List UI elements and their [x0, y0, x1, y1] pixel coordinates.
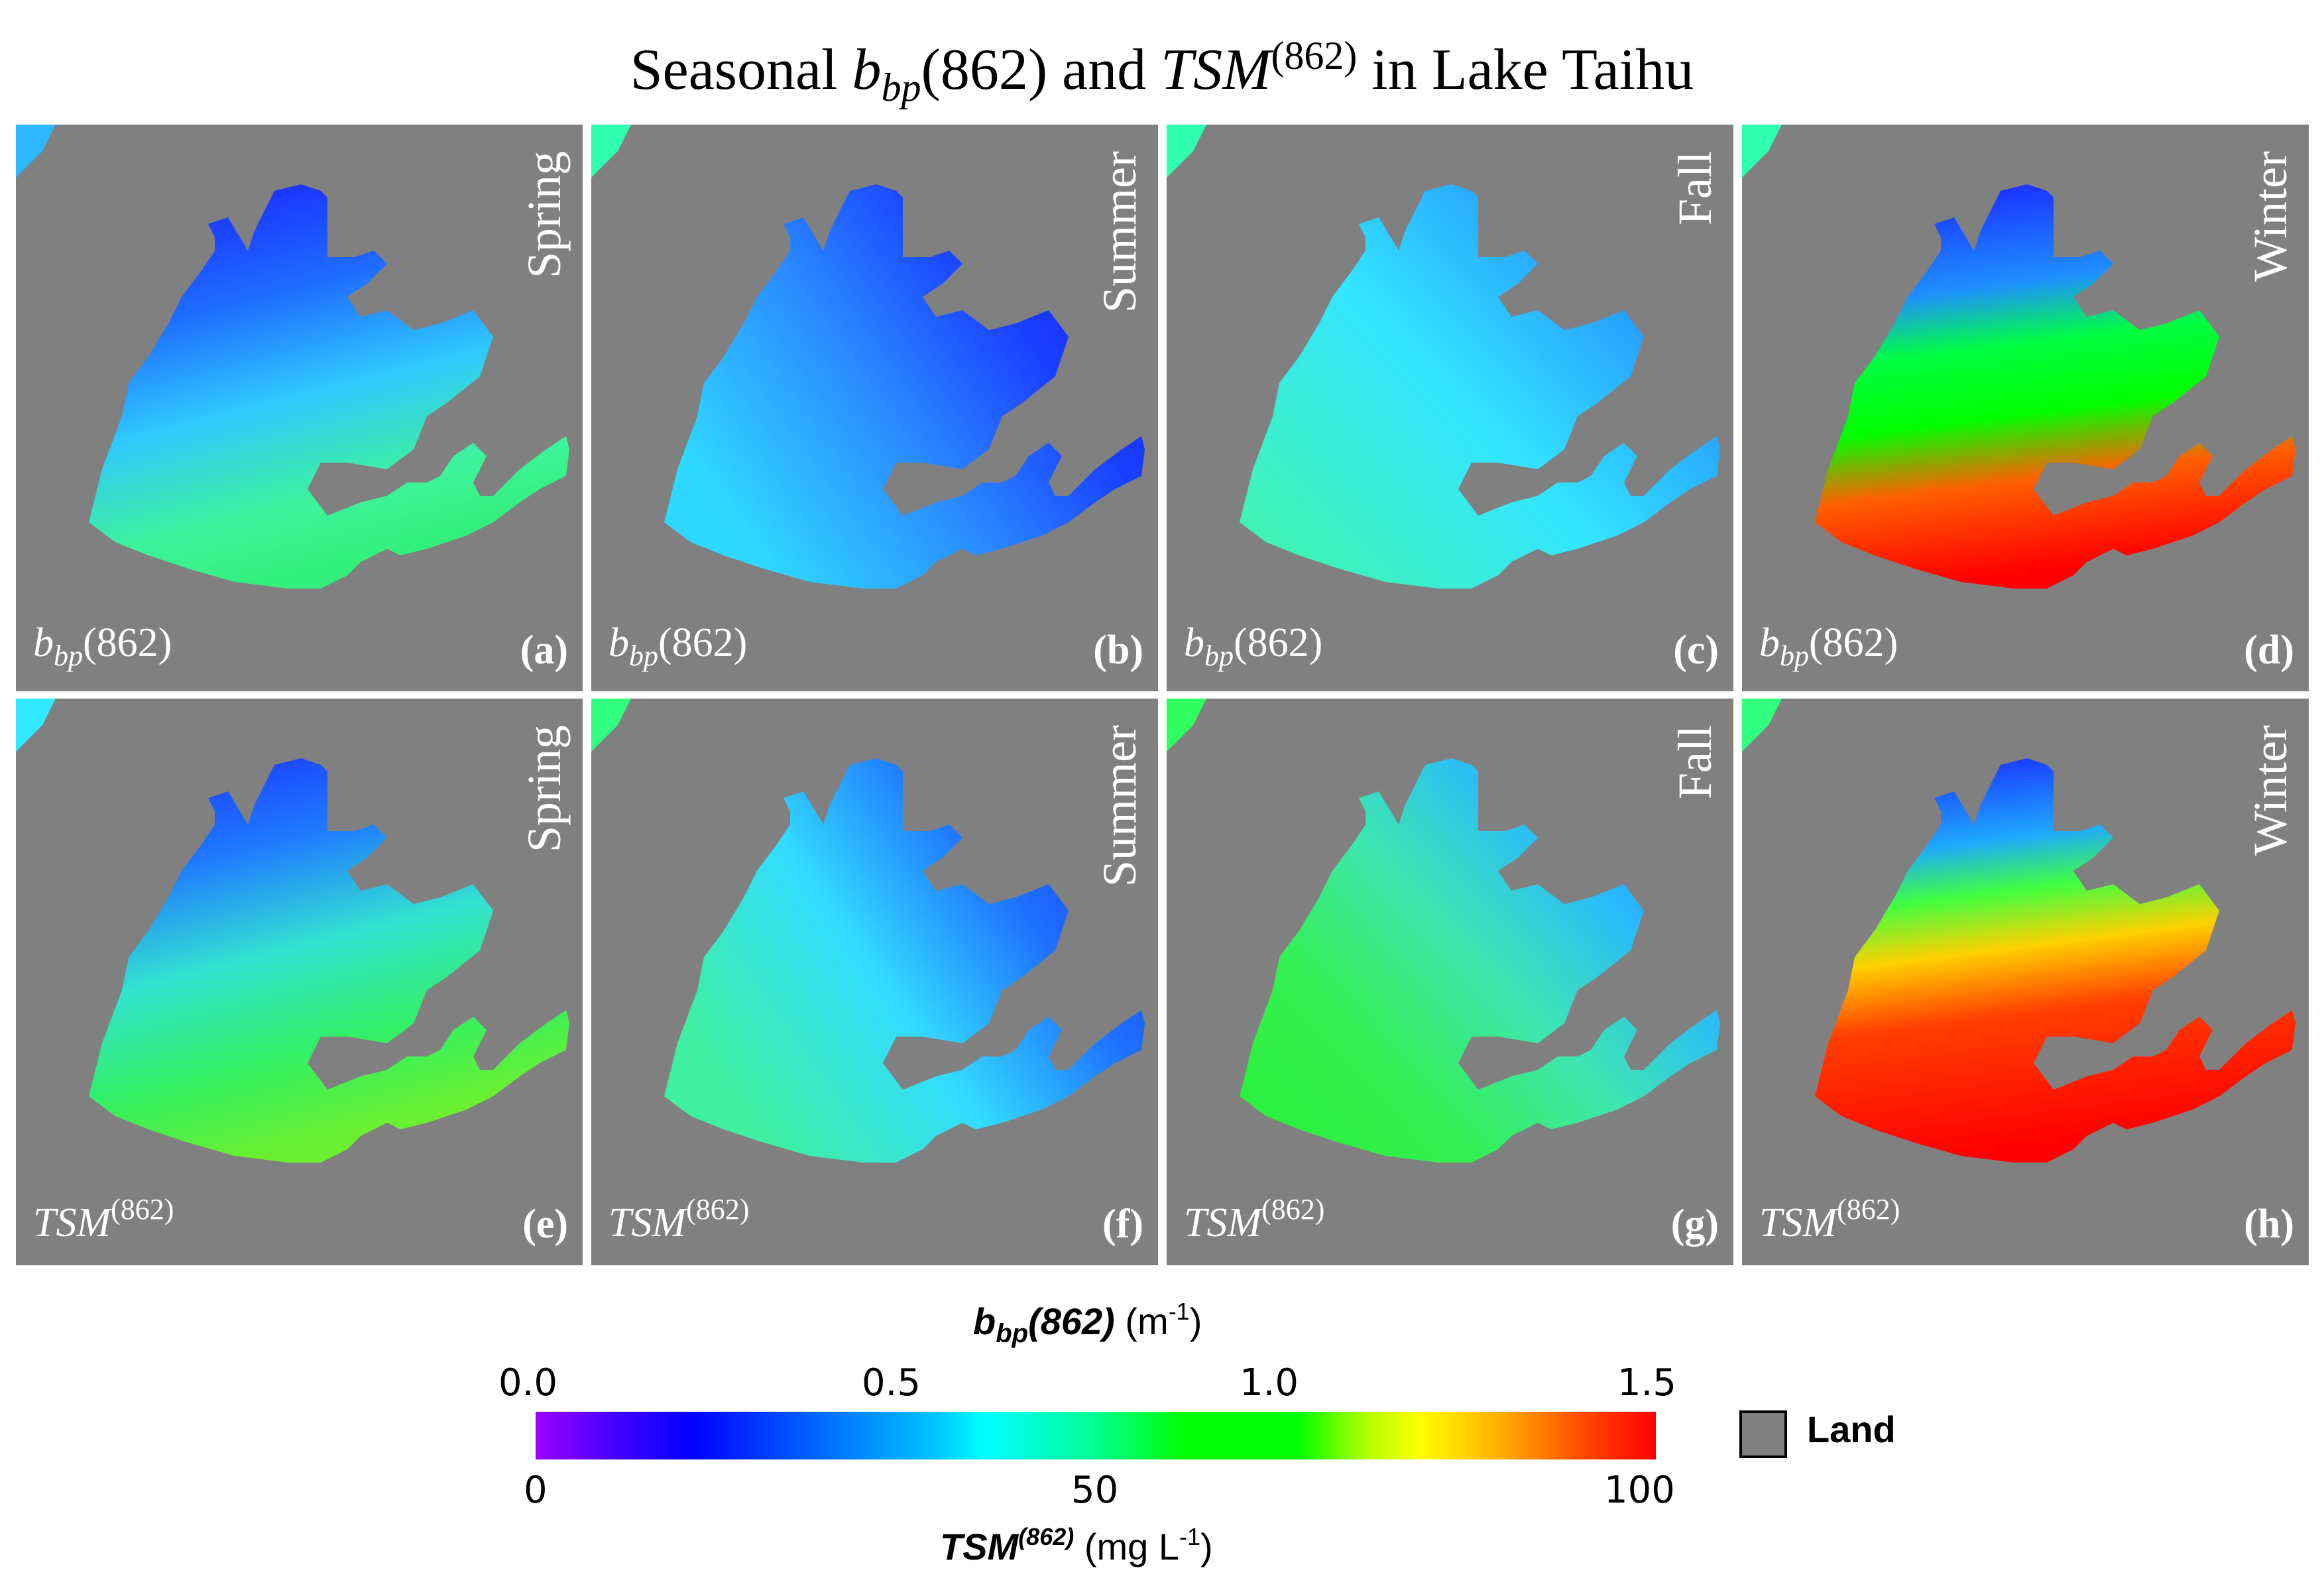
map-panel-c: Fall bbp(862) (c) — [1167, 125, 1733, 691]
map-panel-f: Summer TSM(862) (f) — [591, 699, 1158, 1265]
map-panel-h: Winter TSM(862) (h) — [1742, 699, 2309, 1265]
land-legend-label: Land — [1807, 1408, 1896, 1450]
lake-surface — [89, 758, 569, 1163]
season-label: Fall — [1668, 725, 1721, 800]
corner-water — [1742, 125, 1782, 178]
panel-letter: (h) — [2244, 1202, 2294, 1247]
colorbar-top-tick: 0.0 — [498, 1361, 558, 1404]
panel-letter: (b) — [1093, 628, 1143, 673]
lake-surface — [1240, 184, 1720, 589]
variable-label: bbp(862) — [33, 620, 172, 672]
corner-water — [591, 125, 631, 178]
lake-map — [16, 125, 569, 589]
colorbar-top-tick: 1.0 — [1240, 1361, 1299, 1404]
lake-map — [591, 125, 1145, 589]
colorbar-top-tick: 0.5 — [862, 1361, 921, 1404]
colorbar — [536, 1412, 1656, 1459]
map-panel-d: Winter bbp(862) (d) — [1742, 125, 2309, 691]
season-label: Summer — [1093, 151, 1146, 313]
map-panel-b: Summer bbp(862) (b) — [591, 125, 1158, 691]
lake-map — [1742, 125, 2295, 589]
corner-water — [16, 125, 56, 178]
variable-label: bbp(862) — [609, 620, 748, 672]
corner-water — [591, 699, 631, 752]
lake-map — [16, 699, 569, 1163]
corner-water — [1167, 699, 1206, 752]
lake-surface — [664, 184, 1145, 589]
season-label: Spring — [518, 725, 571, 853]
lake-surface — [89, 184, 569, 589]
variable-label: TSM(862) — [33, 1193, 174, 1245]
panel-letter: (a) — [520, 628, 568, 673]
map-panel-a: Spring bbp(862) (a) — [16, 125, 583, 691]
colorbar-top-tick: 1.5 — [1617, 1361, 1677, 1404]
colorbar-top-title: bbp(862) (m-1) — [973, 1298, 1202, 1348]
season-label: Winter — [2244, 725, 2297, 856]
season-label: Winter — [2244, 151, 2297, 282]
lake-surface — [1815, 758, 2295, 1163]
lake-map — [1167, 125, 1720, 589]
corner-water — [1167, 125, 1206, 178]
season-label: Fall — [1668, 151, 1721, 226]
variable-label: bbp(862) — [1184, 620, 1323, 672]
variable-label: bbp(862) — [1759, 620, 1898, 672]
season-label: Spring — [518, 151, 571, 279]
colorbar-bottom-tick: 100 — [1604, 1469, 1675, 1512]
map-panel-e: Spring TSM(862) (e) — [16, 699, 583, 1265]
panel-letter: (d) — [2244, 628, 2294, 673]
colorbar-bottom-title: TSM(862) (mg L-1) — [940, 1523, 1213, 1568]
corner-water — [1742, 699, 1782, 752]
variable-label: TSM(862) — [1759, 1193, 1900, 1245]
figure-title: Seasonal bbp(862) and TSM(862) in Lake T… — [630, 34, 1694, 109]
variable-label: TSM(862) — [609, 1193, 750, 1245]
land-legend-swatch — [1739, 1410, 1787, 1458]
colorbar-bottom-tick: 50 — [1071, 1469, 1119, 1512]
lake-surface — [1240, 758, 1720, 1163]
map-panel-g: Fall TSM(862) (g) — [1167, 699, 1733, 1265]
panel-letter: (f) — [1102, 1202, 1143, 1247]
lake-surface — [1815, 184, 2295, 589]
panel-letter: (g) — [1670, 1202, 1719, 1247]
season-label: Summer — [1093, 725, 1146, 887]
colorbar-bottom-tick: 0 — [524, 1469, 548, 1512]
corner-water — [16, 699, 56, 752]
lake-map — [1742, 699, 2295, 1163]
lake-map — [1167, 699, 1720, 1163]
panel-letter: (c) — [1673, 628, 1719, 673]
lake-surface — [664, 758, 1145, 1163]
variable-label: TSM(862) — [1184, 1193, 1325, 1245]
panel-letter: (e) — [522, 1202, 568, 1247]
lake-map — [591, 699, 1145, 1163]
